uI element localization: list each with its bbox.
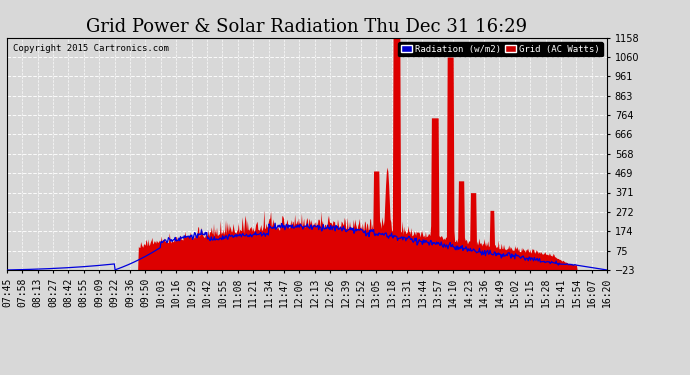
Legend: Radiation (w/m2), Grid (AC Watts): Radiation (w/m2), Grid (AC Watts) — [398, 42, 602, 56]
Title: Grid Power & Solar Radiation Thu Dec 31 16:29: Grid Power & Solar Radiation Thu Dec 31 … — [86, 18, 528, 36]
Text: Copyright 2015 Cartronics.com: Copyright 2015 Cartronics.com — [13, 45, 169, 54]
